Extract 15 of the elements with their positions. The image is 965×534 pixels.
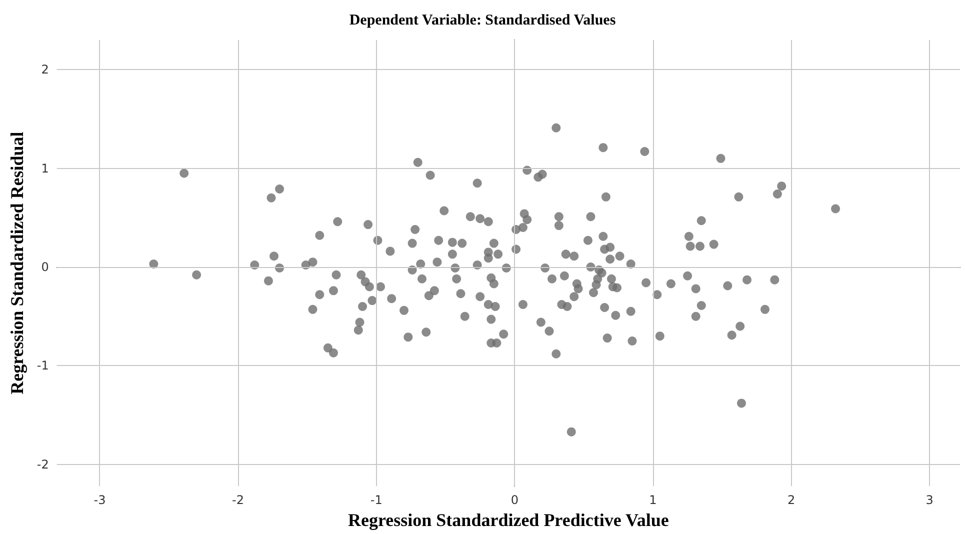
x-tick-label: -3 bbox=[94, 493, 106, 508]
y-tick-label: -2 bbox=[36, 457, 49, 472]
y-tick-label: -1 bbox=[36, 358, 49, 373]
y-tick-label: 0 bbox=[41, 260, 49, 274]
x-tick-label: 2 bbox=[787, 493, 796, 508]
x-tick-label: 1 bbox=[649, 493, 657, 508]
x-tick-label: 0 bbox=[510, 493, 518, 508]
y-tick-label: 2 bbox=[41, 62, 49, 77]
x-tick-label: -2 bbox=[232, 493, 244, 508]
x-axis-title: Regression Standardized Predictive Value bbox=[348, 510, 669, 530]
y-tick-label: 1 bbox=[41, 161, 49, 176]
x-tick-label: -1 bbox=[370, 493, 382, 508]
x-tick-label: 3 bbox=[926, 493, 934, 508]
y-axis-title: Regression Standardized Residual bbox=[7, 132, 27, 394]
chart-title: Dependent Variable: Standardised Values bbox=[349, 12, 616, 28]
